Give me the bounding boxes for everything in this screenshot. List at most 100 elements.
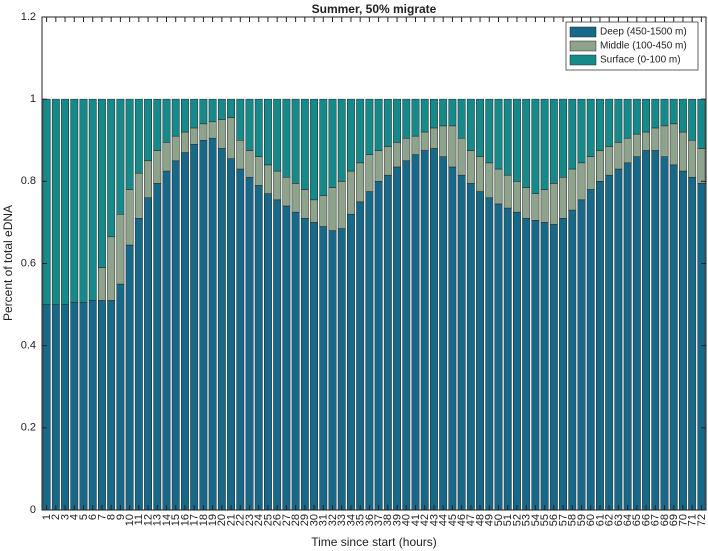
bar-segment — [568, 209, 577, 511]
bar-segment — [614, 168, 623, 511]
bar-segment — [651, 98, 660, 129]
bar-segment — [227, 158, 235, 511]
x-tick-label: 28 — [290, 514, 302, 526]
bar-segment — [651, 127, 660, 151]
x-tick-label: 43 — [428, 514, 440, 526]
bar-segment — [162, 142, 171, 172]
x-tick-label: 21 — [225, 514, 237, 526]
bar-segment — [642, 131, 650, 151]
bar-segment — [596, 181, 604, 511]
bar-segment — [254, 156, 263, 186]
bar-segment — [328, 187, 337, 231]
x-tick-label: 18 — [198, 514, 210, 526]
x-tick-label: 35 — [355, 514, 367, 526]
bar-segment — [51, 98, 60, 305]
chart-title: Summer, 50% migrate — [312, 2, 437, 16]
bar-segment — [457, 98, 466, 139]
bar-segment — [347, 98, 355, 172]
bar-segment — [679, 98, 687, 133]
bar-segment — [448, 125, 457, 168]
x-tick-label: 60 — [585, 514, 597, 526]
x-tick-label: 17 — [189, 514, 201, 526]
bar-segment — [513, 181, 521, 213]
bar-segment — [485, 162, 494, 199]
bar-segment — [420, 131, 429, 151]
bar-segment — [374, 181, 383, 511]
bar-segment — [439, 125, 448, 157]
bar-segment — [642, 98, 650, 133]
bar-segment — [51, 304, 60, 511]
bar-segment — [697, 98, 706, 149]
bar-segment — [522, 187, 531, 219]
bar-segment — [291, 183, 300, 213]
x-tick-label: 10 — [124, 514, 136, 526]
bar-segment — [485, 197, 494, 511]
bar-segment — [596, 98, 604, 151]
x-tick-label: 61 — [594, 514, 606, 526]
bar-segment — [291, 98, 300, 184]
bar-segment — [430, 148, 438, 511]
bar-segment — [430, 127, 438, 149]
x-tick-label: 54 — [530, 514, 542, 526]
bar-segment — [227, 98, 235, 118]
bar-segment — [107, 236, 116, 301]
bar-segment — [190, 127, 199, 145]
bar-segment — [393, 98, 401, 143]
bar-segment — [549, 224, 558, 511]
bar-segment — [144, 197, 152, 511]
bar-segment — [291, 211, 300, 511]
bar-segment — [98, 300, 106, 511]
bar-segment — [374, 150, 383, 182]
bar-segment — [549, 98, 558, 184]
x-tick-label: 8 — [106, 514, 118, 520]
x-tick-label: 70 — [677, 514, 689, 526]
x-tick-label: 42 — [419, 514, 431, 526]
bar-segment — [134, 172, 143, 219]
bar-segment — [98, 267, 106, 301]
bar-segment — [411, 135, 420, 155]
x-tick-label: 13 — [152, 514, 164, 526]
x-tick-label: 9 — [115, 514, 127, 520]
x-tick-label: 51 — [502, 514, 514, 526]
x-tick-label: 57 — [557, 514, 569, 526]
bar-segment — [688, 176, 697, 511]
bar-segment — [522, 218, 531, 511]
bar-segment — [402, 137, 411, 162]
bar-segment — [383, 174, 392, 511]
bar-segment — [144, 160, 152, 199]
bar-segment — [549, 183, 558, 225]
y-tick-label: 1 — [30, 93, 36, 105]
bar-segment — [171, 135, 180, 162]
bar-segment — [513, 98, 521, 182]
x-tick-label: 64 — [622, 514, 634, 526]
legend-label: Surface (0-100 m) — [600, 55, 681, 66]
x-tick-label: 7 — [96, 514, 108, 520]
bar-segment — [623, 98, 632, 139]
bar-segment — [181, 152, 189, 511]
bar-segment — [679, 170, 687, 511]
bar-segment — [439, 98, 448, 127]
bar-segment — [171, 160, 180, 511]
bar-segment — [227, 117, 235, 159]
x-tick-label: 41 — [410, 514, 422, 526]
plot-frame — [41, 16, 707, 511]
bar-segment — [476, 156, 484, 192]
bar-segment — [466, 183, 475, 511]
bar-segment — [273, 170, 282, 201]
x-axis-label: Time since start (hours) — [311, 535, 437, 549]
bar-segment — [568, 168, 577, 211]
bar-segment — [503, 207, 512, 511]
x-tick-label: 6 — [87, 514, 99, 520]
bar-segment — [430, 98, 438, 129]
bar-segment — [310, 98, 318, 201]
bar-segment — [190, 144, 199, 511]
bar-segment — [559, 218, 567, 511]
bar-segment — [153, 183, 162, 511]
bar-segment — [125, 244, 134, 511]
x-tick-label: 36 — [364, 514, 376, 526]
bar-segment — [236, 168, 245, 511]
bar-segment — [531, 98, 540, 194]
x-tick-label: 46 — [456, 514, 468, 526]
x-tick-label: 68 — [659, 514, 671, 526]
bar-segment — [134, 98, 143, 174]
